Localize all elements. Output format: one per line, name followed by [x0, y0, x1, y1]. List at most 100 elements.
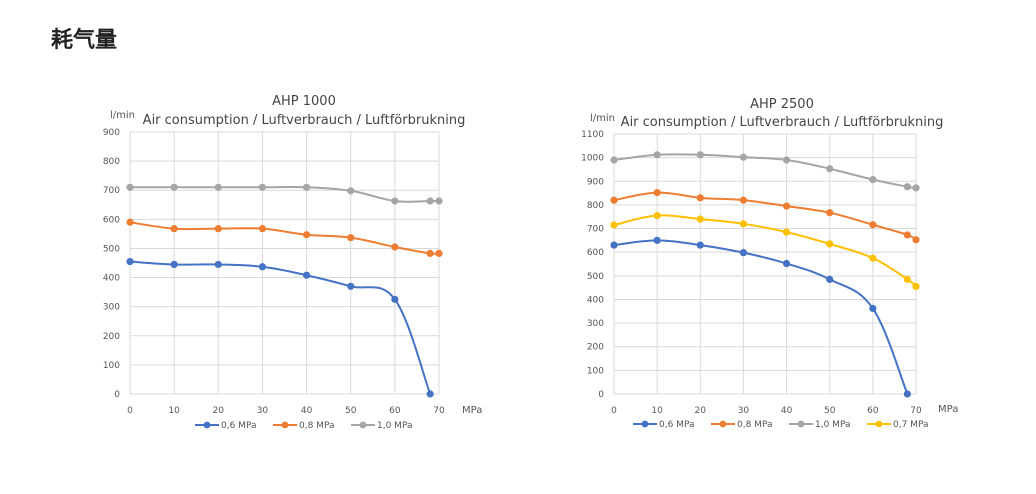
data-point: [347, 234, 355, 242]
x-tick-label: 0: [611, 406, 617, 416]
legend-entry-3: 1,0 MPa: [351, 421, 412, 431]
data-point: [903, 275, 911, 283]
legend-label: 0,6 MPa: [659, 420, 694, 430]
data-point: [610, 241, 618, 249]
data-point: [826, 165, 834, 173]
data-point: [426, 197, 434, 205]
data-point: [347, 282, 355, 290]
data-point: [302, 183, 311, 191]
chart-subtitle: Air consumption / Luftverbrauch / Luftfö…: [621, 115, 944, 130]
legend-marker: [797, 420, 805, 428]
legend-marker: [875, 420, 883, 428]
y-tick-label: 0: [598, 390, 604, 400]
data-point: [347, 187, 355, 195]
chart-subtitle: Air consumption / Luftverbrauch / Luftfö…: [143, 113, 466, 128]
x-tick-label: 20: [695, 406, 707, 416]
data-point: [782, 156, 791, 164]
x-tick-label: 20: [213, 406, 225, 416]
y-tick-label: 800: [587, 201, 604, 211]
y-tick-label: 600: [587, 248, 604, 258]
y-tick-label: 800: [103, 157, 120, 167]
x-tick-label: 40: [301, 406, 313, 416]
y-tick-label: 1100: [581, 130, 604, 140]
legend-marker: [359, 421, 367, 429]
y-axis-unit: l/min: [110, 110, 135, 121]
data-point: [126, 218, 134, 226]
data-point: [903, 390, 911, 398]
data-point: [302, 271, 311, 279]
y-tick-label: 600: [103, 215, 120, 225]
y-tick-label: 400: [103, 274, 120, 284]
data-point: [170, 225, 178, 233]
data-point: [912, 184, 920, 192]
x-tick-label: 60: [867, 406, 879, 416]
data-point: [826, 209, 834, 217]
legend-marker: [641, 420, 649, 428]
x-tick-label: 60: [389, 406, 401, 416]
chart-1: 0 100 200 300 400 500 600 700 800 900 0 10 20 30 40 50 6…: [103, 94, 483, 431]
data-point: [869, 304, 877, 313]
data-point: [653, 151, 661, 159]
data-point: [391, 243, 399, 251]
x-tick-label: 70: [433, 406, 445, 416]
series-line-3: [613, 153, 917, 189]
data-point: [426, 249, 434, 257]
data-point: [391, 295, 399, 303]
data-point: [610, 156, 618, 164]
data-point: [903, 183, 911, 191]
y-tick-label: 300: [587, 319, 604, 329]
series-line-1: [613, 239, 909, 395]
data-point: [739, 220, 748, 228]
data-point: [653, 189, 661, 197]
data-point: [610, 221, 618, 229]
legend-entry-3: 1,0 MPa: [789, 420, 850, 430]
y-tick-label: 200: [587, 343, 604, 353]
legend-label: 0,7 MPa: [893, 420, 928, 430]
legend-marker: [281, 421, 289, 429]
series-line-1: [129, 260, 432, 395]
chart-2: 0 100 200 300 400 500 600 700 800 900 1000 1100 0 10 2…: [581, 97, 958, 430]
y-tick-label: 100: [587, 366, 604, 376]
data-point: [739, 153, 748, 161]
data-point: [696, 215, 704, 223]
data-point: [435, 249, 443, 257]
legend-entry-2: 0,8 MPa: [273, 421, 334, 431]
y-tick-label: 700: [587, 225, 604, 235]
data-point: [782, 259, 791, 268]
data-point: [826, 275, 834, 283]
y-tick-label: 900: [103, 128, 120, 138]
data-point: [912, 236, 920, 244]
y-axis-unit: l/min: [590, 113, 615, 124]
x-tick-label: 10: [651, 406, 663, 416]
data-point: [435, 197, 443, 205]
data-point: [126, 257, 134, 266]
data-point: [258, 263, 267, 271]
data-point: [826, 240, 834, 248]
x-axis-unit: MPa: [938, 404, 958, 415]
data-point: [869, 176, 877, 184]
legend-marker: [719, 420, 727, 428]
y-tick-label: 0: [114, 390, 120, 400]
y-tick-label: 900: [587, 177, 604, 187]
data-point: [170, 260, 178, 269]
data-point: [782, 228, 791, 236]
y-tick-label: 400: [587, 295, 604, 305]
x-tick-label: 0: [127, 406, 133, 416]
data-point: [214, 225, 222, 233]
x-tick-label: 50: [345, 406, 357, 416]
x-tick-label: 30: [738, 406, 750, 416]
data-point: [258, 183, 267, 191]
y-tick-label: 500: [587, 272, 604, 282]
data-point: [653, 236, 661, 244]
data-point: [696, 241, 704, 249]
data-point: [869, 254, 877, 262]
data-point: [258, 225, 267, 233]
x-tick-label: 70: [910, 406, 922, 416]
data-point: [903, 231, 911, 239]
data-point: [696, 151, 704, 159]
data-point: [653, 211, 661, 220]
x-tick-label: 40: [781, 406, 793, 416]
data-point: [214, 183, 222, 191]
x-tick-label: 10: [168, 406, 180, 416]
x-axis-unit: MPa: [462, 405, 482, 416]
